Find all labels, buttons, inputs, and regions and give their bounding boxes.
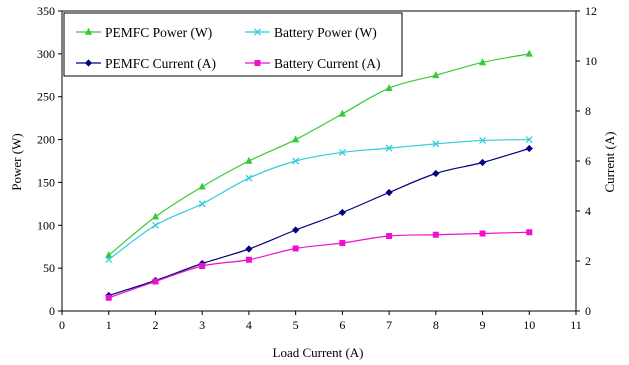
- y-tick-label-3: 150: [37, 175, 55, 189]
- series-0-point-7: [432, 71, 440, 79]
- series-1: [105, 136, 533, 264]
- series-1-point-8: [479, 136, 487, 144]
- y-tick-label-4: 200: [37, 133, 55, 147]
- series-1-point-9-b: [525, 136, 533, 144]
- series-1-point-5-b: [338, 148, 346, 156]
- series-1-point-3: [245, 174, 253, 182]
- y2-tick-label-3: 6: [585, 154, 591, 168]
- series-1-point-2-b: [198, 200, 206, 208]
- y2-tick-label-5: 10: [585, 54, 597, 68]
- series-1-point-0-b: [105, 256, 113, 264]
- y-tick-label-5: 250: [37, 90, 55, 104]
- series-1-point-6: [385, 144, 393, 152]
- y-tick-label-0: 0: [49, 304, 55, 318]
- series-2-point-9: [525, 144, 533, 153]
- series-3-point-8: [479, 230, 486, 237]
- series-3-point-7: [432, 231, 439, 238]
- series-1-point-2: [198, 200, 206, 208]
- y2-tick-label-4: 8: [585, 104, 591, 118]
- series-0-point-1: [151, 212, 160, 220]
- series-1-point-9: [525, 136, 533, 144]
- legend-label-1: Battery Power (W): [274, 25, 377, 40]
- series-3-point-6: [386, 233, 393, 239]
- series-2-point-7: [432, 169, 440, 178]
- series-1-point-4: [292, 157, 300, 165]
- legend-marker-1-b: [254, 28, 261, 36]
- series-0-point-3: [245, 156, 253, 164]
- legend-label-2: PEMFC Current (A): [105, 56, 216, 71]
- series-1-point-0: [105, 256, 113, 264]
- series-0-point-2: [198, 182, 206, 190]
- legend: PEMFC Power (W) Battery Power (W) PEMFC Cu…: [63, 12, 403, 77]
- x-tick-label-7: 7: [386, 318, 392, 332]
- series-line-2: [108, 147, 530, 297]
- legend-marker-1: [254, 28, 261, 36]
- series-2-point-4: [292, 226, 300, 234]
- y-axis-title: Power (W): [9, 133, 24, 190]
- x-tick-label-4: 4: [246, 318, 252, 332]
- series-0-point-4: [292, 135, 300, 143]
- series-0-point-5: [338, 109, 346, 117]
- series-0-point-0: [105, 251, 113, 259]
- x-tick-label-3: 3: [199, 318, 205, 332]
- series-1-point-7-b: [432, 140, 440, 148]
- series-0-point-8: [478, 58, 487, 66]
- y-tick-label-2: 100: [37, 218, 55, 232]
- x-tick-label-6: 6: [339, 318, 345, 332]
- series-2-point-6: [385, 188, 393, 197]
- y-tick-label-7: 350: [37, 4, 55, 18]
- series-line-3: [108, 231, 530, 299]
- x-tick-label-8: 8: [433, 318, 439, 332]
- x-tick-label-10: 10: [523, 318, 535, 332]
- series-2-point-8: [478, 158, 487, 167]
- x-tick-label-9: 9: [480, 318, 486, 332]
- legend-label-3: Battery Current (A): [274, 56, 380, 71]
- y2-tick-label-1: 2: [585, 254, 591, 268]
- series-line-0: [108, 53, 530, 256]
- series-line-1: [108, 138, 530, 261]
- x-tick-label-1: 1: [106, 318, 112, 332]
- series-3-point-4: [292, 245, 299, 252]
- series-1-point-7: [432, 140, 440, 148]
- series-1-point-1: [151, 221, 159, 229]
- x-tick-label-11: 11: [570, 318, 582, 332]
- series-1-point-5: [338, 148, 346, 156]
- series-1-point-6-b: [385, 144, 393, 152]
- series-2-point-3: [245, 245, 253, 253]
- legend-marker-2: [84, 59, 93, 67]
- series-0-point-9: [525, 49, 533, 57]
- series-1-point-4-b: [292, 157, 300, 165]
- series-3: [105, 229, 533, 301]
- series-2-point-5: [338, 208, 346, 217]
- y-tick-label-6: 300: [37, 47, 55, 61]
- legend-box: [63, 12, 403, 77]
- series-0: [105, 49, 533, 259]
- legend-label-0: PEMFC Power (W): [105, 25, 212, 40]
- series-1-point-3-b: [245, 174, 253, 182]
- series-3-point-9: [526, 229, 533, 236]
- y2-tick-label-6: 12: [585, 4, 597, 18]
- series-3-point-2: [199, 263, 206, 269]
- x-tick-label-5: 5: [293, 318, 299, 332]
- legend-marker-3: [254, 60, 261, 66]
- series-3-point-3: [245, 256, 252, 263]
- series-3-point-1: [152, 278, 159, 285]
- y2-tick-label-2: 4: [585, 204, 591, 218]
- series-1-point-8-b: [479, 136, 487, 144]
- series-1-point-1-b: [151, 221, 159, 229]
- series-0-point-6: [385, 83, 393, 91]
- series-3-point-5: [339, 240, 346, 246]
- y2-axis-title: Current (A): [602, 131, 617, 192]
- y-tick-label-1: 50: [43, 261, 55, 275]
- x-tick-label-0: 0: [59, 318, 65, 332]
- y2-tick-label-0: 0: [585, 304, 591, 318]
- legend-marker-0: [84, 27, 93, 35]
- plot-area: 0 1 2 3 4 5 6 7 8 9 10 1105010015020025030035002468…: [37, 4, 597, 332]
- x-tick-label-2: 2: [152, 318, 158, 332]
- series-3-point-0: [105, 294, 112, 301]
- x-axis-title: Load Current (A): [273, 345, 364, 360]
